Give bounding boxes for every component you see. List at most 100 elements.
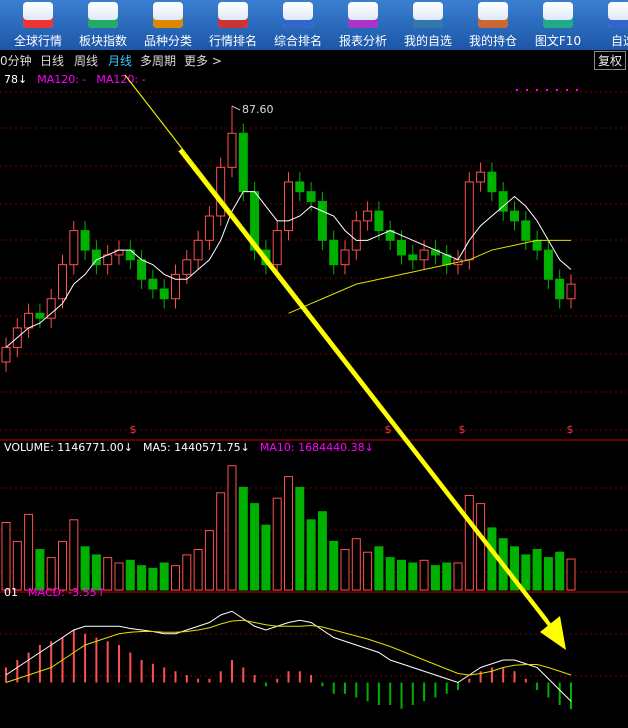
toolbar-button[interactable]: 我的自选 — [396, 0, 460, 50]
volume-bar — [148, 567, 158, 591]
candle-body — [543, 249, 553, 280]
toolbar-button[interactable]: 图文F10 — [526, 0, 590, 50]
candle-body — [532, 239, 542, 251]
volume-bar — [182, 554, 192, 591]
candle-body — [69, 230, 79, 266]
candle-body — [58, 264, 67, 300]
candle-body — [340, 249, 350, 266]
indicator-line — [5, 619, 572, 683]
signal-mark: $ — [459, 423, 466, 436]
toolbar-label: 自选 — [610, 34, 628, 48]
period-tab[interactable]: 日线 — [40, 54, 65, 68]
candle-body — [159, 288, 169, 300]
toolbar-button[interactable]: 报表分析 — [331, 0, 395, 50]
candle-body — [306, 191, 316, 202]
candle-body — [182, 259, 192, 275]
candle-body — [272, 230, 282, 266]
volume-bar — [295, 486, 305, 591]
dot — [516, 89, 518, 91]
volume-bar — [419, 559, 429, 591]
toolbar-icon — [348, 2, 378, 28]
toolbar-button[interactable]: 综合排名 — [266, 0, 330, 50]
volume-bar — [238, 486, 248, 591]
candle-body — [476, 171, 486, 183]
volume-bar — [543, 557, 553, 591]
indicator-legend: MA10: 1684440.38↓ — [260, 441, 374, 454]
candle-body — [171, 273, 180, 300]
candle-body — [284, 181, 293, 232]
toolbar-icon — [543, 2, 573, 28]
candle-body — [408, 254, 418, 261]
volume-bar — [453, 562, 463, 591]
volume-bar — [216, 492, 226, 591]
volume-bar — [510, 546, 519, 591]
candle-body — [317, 200, 327, 241]
volume-bar — [340, 549, 350, 591]
volume-bar — [397, 559, 406, 591]
volume-bar — [464, 495, 474, 591]
volume-bar — [532, 549, 542, 591]
dot — [566, 89, 568, 91]
toolbar-button[interactable]: 板块指数 — [71, 0, 135, 50]
dot — [546, 89, 548, 91]
toolbar-label: 报表分析 — [338, 34, 387, 48]
dot — [526, 89, 528, 91]
volume-bar — [430, 565, 440, 591]
high-annotation: 87.60 — [242, 103, 274, 116]
period-tab[interactable]: 0分钟 — [0, 54, 32, 68]
adjust-button[interactable]: 复权 — [593, 51, 626, 70]
toolbar-button[interactable]: 自选 — [591, 0, 628, 50]
candle-body — [24, 312, 34, 329]
volume-bar — [35, 549, 45, 591]
annotation-leader — [231, 105, 241, 111]
toolbar-button[interactable]: 我的持仓 — [461, 0, 525, 50]
candle-body — [555, 278, 565, 300]
volume-bar — [329, 540, 339, 591]
signal-mark: $ — [567, 423, 574, 436]
period-tab[interactable]: 更多 > — [184, 54, 222, 68]
period-tab[interactable]: 月线 — [108, 54, 133, 68]
toolbar-icon — [153, 2, 183, 28]
dot — [536, 89, 538, 91]
candle-body — [397, 239, 406, 256]
candle-body — [329, 239, 339, 266]
volume-bar — [114, 562, 124, 591]
indicator-legend: MA5: 1440571.75↓ — [143, 441, 250, 454]
volume-bar — [103, 557, 113, 591]
volume-bar — [555, 551, 565, 591]
indicator-legend: VOLUME: 1146771.00↓ — [4, 441, 133, 454]
toolbar-label: 行情排名 — [208, 34, 257, 48]
candle-body — [91, 249, 101, 266]
volume-bar — [193, 549, 203, 591]
period-tab[interactable]: 周线 — [74, 54, 99, 68]
volume-bar — [317, 511, 327, 591]
candle-body — [419, 249, 429, 261]
volume-bar — [137, 565, 147, 591]
volume-bar — [272, 497, 282, 591]
candle-body — [137, 259, 147, 280]
toolbar-button[interactable]: 品种分类 — [136, 0, 200, 50]
indicator-legend: MA120: - — [37, 73, 86, 86]
volume-bar — [284, 476, 293, 591]
candle-body — [374, 210, 384, 232]
toolbar-label: 我的持仓 — [468, 34, 517, 48]
toolbar-icon — [23, 2, 53, 28]
candle-body — [351, 220, 361, 251]
toolbar-icon — [608, 2, 628, 28]
big-arrow-head — [540, 616, 566, 650]
indicator-line — [5, 191, 572, 348]
volume-bar — [351, 538, 361, 591]
toolbar-label: 品种分类 — [143, 34, 192, 48]
period-tabs: 复权 0分钟 日线 周线 月线 多周期 更多 > — [0, 50, 628, 70]
volume-bar — [12, 540, 22, 591]
toolbar-button[interactable]: 全球行情 — [6, 0, 70, 50]
chart: 78↓ MA120: - MA120: - 87.60 $ $ $ $ VOLUME: 1146… — [0, 73, 628, 710]
volume-bar — [159, 562, 169, 591]
toolbar-label: 图文F10 — [534, 34, 582, 48]
toolbar-button[interactable]: 行情排名 — [201, 0, 265, 50]
indicator-legend: MA120: - — [96, 73, 145, 86]
period-tab[interactable]: 多周期 — [140, 54, 177, 68]
volume-bar — [46, 557, 56, 591]
candle-body — [216, 166, 226, 217]
